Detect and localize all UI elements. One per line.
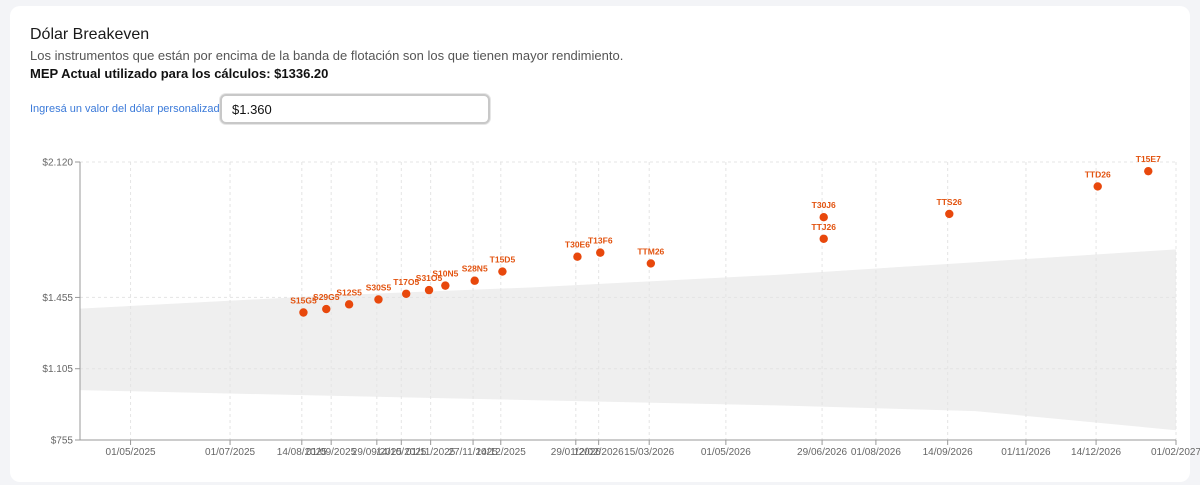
data-point bbox=[424, 285, 434, 295]
data-point bbox=[441, 281, 450, 290]
data-point bbox=[498, 267, 507, 276]
data-point bbox=[1144, 166, 1153, 176]
data-point bbox=[299, 308, 308, 317]
data-point bbox=[646, 259, 656, 268]
data-point-label: T15D5 bbox=[490, 255, 516, 265]
x-tick-label: 29/09/2025 bbox=[352, 447, 402, 458]
data-point bbox=[945, 209, 954, 219]
data-point bbox=[344, 300, 354, 309]
data-point-label: T17O5 bbox=[393, 277, 419, 287]
data-point bbox=[819, 212, 828, 222]
x-tick-label: 01/02/2027 bbox=[1151, 447, 1200, 458]
x-tick-label: 15/03/2026 bbox=[624, 447, 674, 458]
flotation-band-area bbox=[80, 249, 1176, 431]
x-tick-label: 01/05/2025 bbox=[106, 447, 156, 458]
x-tick-label: 01/08/2026 bbox=[851, 447, 901, 458]
x-tick-label: 29/06/2026 bbox=[797, 447, 847, 458]
card-title: Dólar Breakeven bbox=[30, 26, 150, 43]
data-point bbox=[1093, 182, 1102, 191]
data-point-label: TTD26 bbox=[1085, 169, 1111, 179]
custom-dollar-input[interactable] bbox=[220, 94, 490, 124]
data-point-label: S12S5 bbox=[336, 287, 362, 297]
y-tick-label: $2.120 bbox=[42, 158, 73, 169]
x-tick-label: 14/09/2026 bbox=[923, 447, 973, 458]
y-tick-label: $1.105 bbox=[42, 364, 73, 375]
flotation-band bbox=[80, 249, 1176, 431]
chart-card: Dólar Breakeven Los instrumentos que est… bbox=[10, 6, 1190, 482]
data-point bbox=[819, 234, 828, 243]
custom-dollar-label: Ingresá un valor del dólar personalizado… bbox=[30, 103, 229, 115]
y-tick-label: $755 bbox=[51, 436, 74, 447]
data-point-label: T30E6 bbox=[565, 240, 590, 250]
x-tick-label: 14/10/2025 bbox=[376, 447, 426, 458]
data-point-label: T15E7 bbox=[1136, 154, 1161, 164]
card-subtitle: Los instrumentos que están por encima de… bbox=[30, 48, 624, 63]
data-point-label: T13F6 bbox=[588, 236, 613, 246]
mep-value-text: MEP Actual utilizado para los cálculos: … bbox=[30, 66, 329, 81]
x-tick-label: 14/08/2025 bbox=[277, 447, 327, 458]
x-tick-label: 01/09/2025 bbox=[306, 447, 356, 458]
data-point bbox=[374, 295, 383, 304]
x-tick-label: 01/07/2025 bbox=[205, 447, 255, 458]
x-tick-label: 01/05/2026 bbox=[701, 447, 751, 458]
data-point-label: S31O5 bbox=[416, 273, 443, 283]
data-point bbox=[401, 289, 411, 298]
data-point-label: TTM26 bbox=[637, 246, 664, 256]
x-tick-label: 01/11/2026 bbox=[1001, 447, 1051, 458]
x-tick-label: 12/02/2026 bbox=[574, 447, 624, 458]
data-point-label: S10N5 bbox=[432, 269, 458, 279]
data-point-label: T30J6 bbox=[812, 200, 836, 210]
axes: 01/05/2025 01/07/2025 14/08/202501/09/2025… bbox=[42, 158, 1200, 459]
data-point bbox=[470, 276, 479, 285]
data-point-label: S30S5 bbox=[366, 282, 392, 292]
grid bbox=[80, 161, 1177, 441]
data-point-label: TTS26 bbox=[937, 197, 963, 207]
y-tick-label: $1.455 bbox=[42, 293, 73, 304]
x-tick-label: 01/11/2025 bbox=[406, 447, 456, 458]
data-point bbox=[322, 304, 331, 314]
x-tick-label: 27/11/2025 bbox=[448, 447, 498, 458]
x-tick-label: 29/01/2026 bbox=[551, 447, 601, 458]
data-point-label: TTJ26 bbox=[811, 222, 836, 232]
data-point-label: S15G5 bbox=[290, 296, 317, 306]
data-point-label: S29G5 bbox=[313, 292, 340, 302]
x-tick-label: 14/12/2026 bbox=[1071, 447, 1121, 458]
data-point bbox=[573, 252, 582, 261]
data-point-label: S28N5 bbox=[462, 264, 488, 274]
data-point bbox=[596, 248, 605, 257]
x-tick-label: 14/12/2025 bbox=[476, 447, 526, 458]
